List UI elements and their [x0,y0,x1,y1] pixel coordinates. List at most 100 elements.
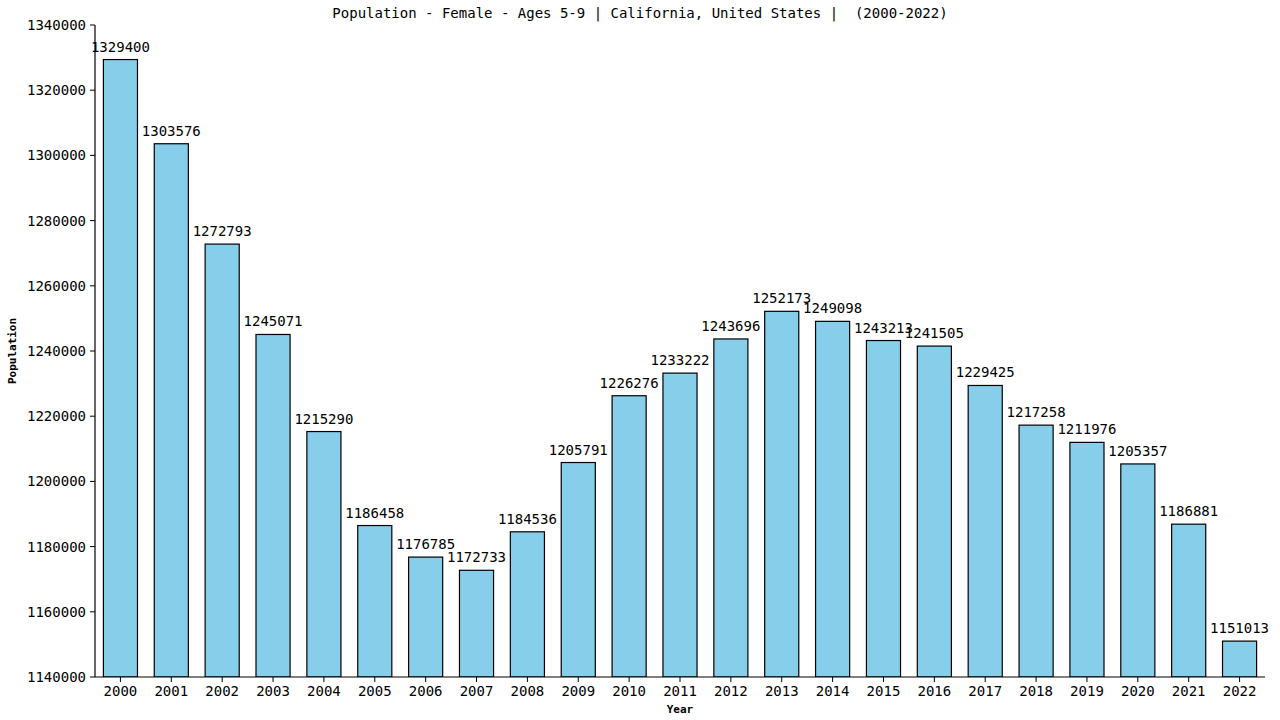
bar [612,396,646,677]
x-tick-label: 2009 [561,683,595,699]
y-axis-label: Population [6,318,19,384]
x-tick [1239,677,1240,682]
y-tick-label: 1340000 [27,17,86,33]
bar [968,385,1002,677]
x-tick [781,677,782,682]
x-tick [425,677,426,682]
bar [1070,442,1104,677]
data-label: 1272793 [193,223,252,239]
bar [1121,464,1155,677]
x-tick [832,677,833,682]
x-tick-label: 2013 [765,683,799,699]
x-tick-label: 2001 [154,683,188,699]
y-tick [90,220,95,221]
data-label: 1226276 [600,375,659,391]
bar [917,346,951,677]
title: Population - Female - Ages 5-9 | Califor… [332,5,947,22]
y-tick-label: 1240000 [27,343,86,359]
y-tick [90,546,95,547]
y-tick-label: 1260000 [27,278,86,294]
bar [307,432,341,677]
x-tick-label: 2005 [358,683,392,699]
y-tick [90,351,95,352]
x-tick [527,677,528,682]
x-tick-label: 2012 [714,683,748,699]
bar [866,341,900,677]
x-tick [883,677,884,682]
x-tick [1188,677,1189,682]
x-tick [120,677,121,682]
x-tick [171,677,172,682]
x-tick [476,677,477,682]
data-label: 1245071 [244,313,303,329]
bar [765,311,799,677]
y-tick-label: 1160000 [27,604,86,620]
data-label: 1215290 [294,411,353,427]
bar [510,532,544,677]
x-tick-label: 2006 [409,683,443,699]
x-tick-label: 2018 [1019,683,1053,699]
bar [205,244,239,677]
x-tick [1036,677,1037,682]
data-label: 1229425 [956,364,1015,380]
data-label: 1233222 [650,352,709,368]
x-tick [1137,677,1138,682]
x-tick [985,677,986,682]
y-tick-label: 1320000 [27,82,86,98]
x-tick [730,677,731,682]
x-tick [374,677,375,682]
y-tick [90,155,95,156]
data-label: 1186881 [1159,503,1218,519]
x-tick-label: 2008 [511,683,545,699]
x-tick-label: 2003 [256,683,290,699]
x-tick [680,677,681,682]
bar [459,570,493,677]
y-tick-label: 1180000 [27,539,86,555]
data-label: 1217258 [1007,404,1066,420]
y-tick-label: 1300000 [27,147,86,163]
x-tick-label: 2016 [917,683,951,699]
y-tick-label: 1280000 [27,213,86,229]
data-label: 1184536 [498,511,557,527]
bar [561,463,595,677]
y-tick [90,611,95,612]
x-tick-label: 2022 [1223,683,1257,699]
bar [256,334,290,677]
x-tick-label: 2019 [1070,683,1104,699]
data-label: 1186458 [345,505,404,521]
x-tick-label: 2004 [307,683,341,699]
x-tick [578,677,579,682]
x-tick [222,677,223,682]
y-tick [90,481,95,482]
data-label: 1205357 [1108,443,1167,459]
bar [714,339,748,677]
bar [663,373,697,677]
x-tick-label: 2015 [867,683,901,699]
y-tick [90,416,95,417]
bar [1172,524,1206,677]
data-label: 1205791 [549,442,608,458]
x-tick [934,677,935,682]
x-tick-label: 2020 [1121,683,1155,699]
data-label: 1241505 [905,325,964,341]
x-tick-label: 2017 [968,683,1002,699]
bar [103,60,137,677]
y-tick-label: 1140000 [27,669,86,685]
x-tick-label: 2014 [816,683,850,699]
x-tick-label: 2002 [205,683,239,699]
x-tick-label: 2010 [612,683,646,699]
data-label: 1243696 [701,318,760,334]
chart: Population - Female - Ages 5-9 | Califor… [0,0,1280,720]
bar [1019,425,1053,677]
x-tick [1086,677,1087,682]
x-tick [273,677,274,682]
bar [816,321,850,677]
x-tick-label: 2021 [1172,683,1206,699]
x-tick [323,677,324,682]
data-label: 1249098 [803,300,862,316]
x-tick-label: 2000 [104,683,138,699]
x-axis-label: Year [667,703,694,716]
x-tick-label: 2007 [460,683,494,699]
y-tick [90,25,95,26]
bar [1223,641,1257,677]
